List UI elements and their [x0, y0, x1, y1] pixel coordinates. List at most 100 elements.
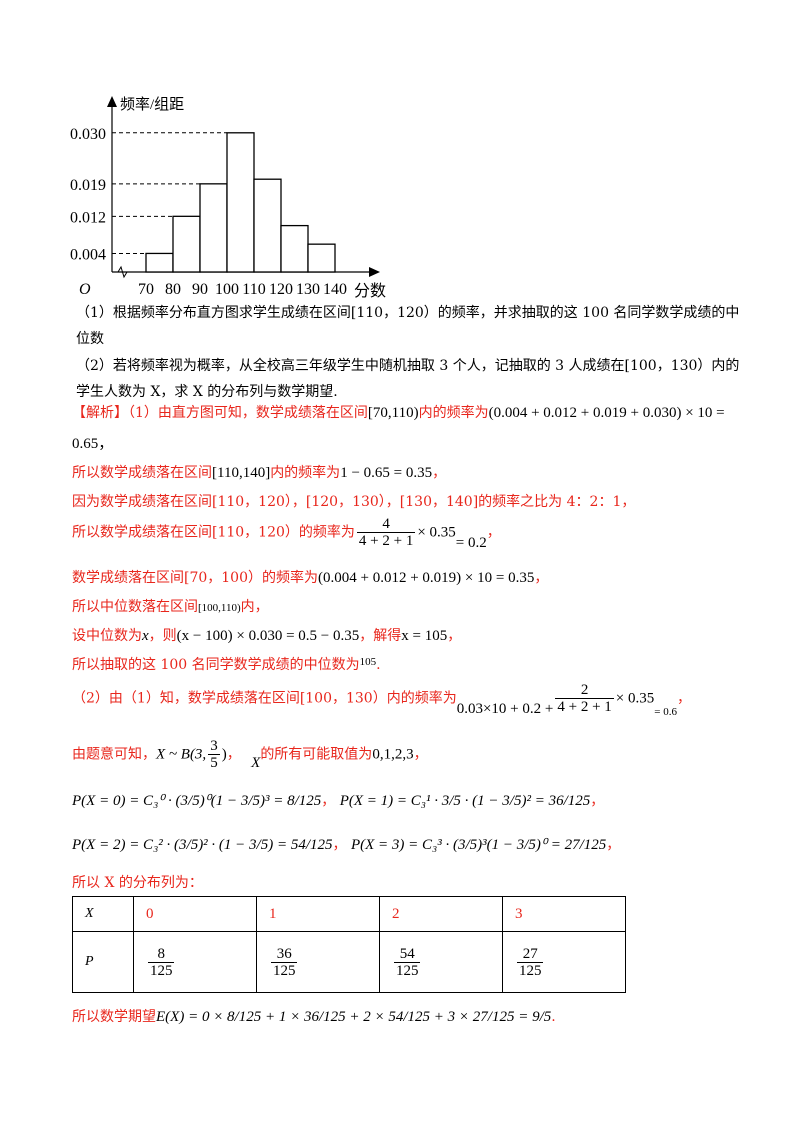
solution-text: ，解得: [359, 628, 402, 644]
y-axis-label: 频率/组距: [120, 96, 184, 113]
math-expr: = 0.6: [654, 705, 677, 718]
solution-line-3: 因为数学成绩落在区间[110，120），[120，130），[130，140]的…: [72, 494, 636, 510]
solution-text: 设中位数为: [72, 628, 142, 644]
solution-text: 的所有可能取值为: [260, 746, 373, 763]
solution-text: 所以数学成绩落在区间[110，120）的频率为: [72, 524, 355, 541]
histogram-bar: [199, 183, 228, 273]
variable: X: [251, 754, 261, 771]
probability-p2: P(X = 2) = C₃² · (3/5)² · (1 − 3/5) = 54…: [72, 837, 333, 853]
solution-line-1: 【解析】（1）由直方图可知，数学成绩落在区间[70,110)内的频率为(0.00…: [72, 402, 725, 424]
table-cell: 36 125: [255, 931, 380, 993]
punct: ，: [676, 690, 691, 707]
distribution-table: X 0 1 2 3 P 8 125 36 125 54 125 27 125: [72, 896, 627, 993]
x-axis-arrow: [369, 267, 380, 277]
solution-line-12: 所以数学期望E(X) = 0 × 8/125 + 1 × 36/125 + 2 …: [72, 1006, 556, 1026]
solution-text: 内的频率为: [418, 405, 489, 421]
x-tick-label: 110: [242, 281, 265, 298]
solution-text: 所以中位数落在区间: [72, 599, 198, 615]
math-expr: × 0.35: [615, 690, 655, 707]
value-set: 0,1,2,3: [372, 746, 414, 763]
table-cell: 1: [255, 896, 380, 932]
solution-text: （2）由（1）知，数学成绩落在区间[100，130）内的频率为: [72, 690, 457, 707]
table-cell: P: [72, 931, 134, 993]
histogram-bar: [253, 178, 282, 273]
table-cell: 3: [501, 896, 627, 932]
x-axis-label: 分数: [354, 282, 386, 300]
solution-text: 【解析】（1）由直方图可知，数学成绩落在区间: [72, 405, 368, 421]
equation: (x − 100) × 0.030 = 0.5 − 0.35: [176, 628, 360, 644]
histogram-bar: [172, 215, 201, 273]
histogram-bar: [226, 132, 255, 273]
probability-p1: P(X = 1) = C₃¹ · 3/5 · (1 − 3/5)² = 36/1…: [339, 793, 591, 809]
punct: ，: [606, 837, 621, 853]
y-axis-arrow: [107, 96, 117, 107]
frequency-expr: (0.004 + 0.012 + 0.019) × 10 = 0.35: [318, 570, 535, 586]
median-value: 105: [359, 656, 377, 668]
table-row: X 0 1 2 3: [72, 896, 627, 932]
table-cell: 0: [132, 896, 257, 932]
punct: ，: [486, 524, 501, 541]
math-expr: = 0.2: [455, 534, 487, 551]
probability-line-2: P(X = 2) = C₃² · (3/5)² · (1 − 3/5) = 54…: [72, 834, 620, 854]
table-cell: 2: [378, 896, 503, 932]
punct: ，: [447, 628, 462, 644]
x-tick-label: 140: [323, 281, 347, 298]
solution-line-6: 所以中位数落在区间[100,110)内，: [72, 596, 269, 616]
x-tick-label: 70: [138, 281, 154, 298]
solution-text: 所以数学期望: [72, 1009, 156, 1025]
question-2-line-1: （2）若将频率视为概率，从全校高三年级学生中随机抽取 3 个人，记抽取的 3 人…: [76, 358, 740, 374]
fraction: 8 125: [147, 945, 175, 979]
fraction: 36 125: [270, 945, 298, 979]
punct: ，: [332, 837, 347, 853]
histogram-bar: [145, 252, 174, 273]
expectation-expr: E(X) = 0 × 8/125 + 1 × 36/125 + 2 × 54/1…: [156, 1009, 552, 1025]
punct: ，: [590, 793, 605, 809]
variable: x: [142, 628, 149, 644]
question-2-line-2: 学生人数为 X，求 X 的分布列与数学期望.: [76, 384, 338, 400]
axis-break-mark: [117, 265, 128, 279]
x-tick-label: 130: [296, 281, 320, 298]
equation: x = 105: [401, 628, 448, 644]
punct: .: [376, 657, 381, 673]
punct: ，: [534, 570, 549, 586]
frequency-expr: 1 − 0.65 = 0.35: [340, 465, 433, 481]
histogram-bar: [307, 243, 336, 273]
table-cell: 8 125: [132, 931, 257, 993]
histogram-bar: [280, 224, 309, 273]
punct: ，: [432, 465, 447, 481]
x-tick-label: 100: [215, 281, 239, 298]
probability-p0: P(X = 0) = C₃⁰ · (3/5)⁰(1 − 3/5)³ = 8/12…: [72, 793, 322, 809]
question-1-line-2: 位数: [76, 331, 104, 347]
question-1-line-1: （1）根据频率分布直方图求学生成绩在区间[110，120）的频率，并求抽取的这 …: [76, 305, 740, 321]
math-expr: ): [221, 746, 227, 763]
solution-text: 数学成绩落在区间[70，100）的频率为: [72, 570, 318, 586]
table-cell: 27 125: [501, 931, 627, 993]
solution-line-2: 所以数学成绩落在区间[110,140]内的频率为1 − 0.65 = 0.35，: [72, 462, 446, 482]
solution-line-1b: 0.65，: [72, 432, 113, 453]
interval-expr: [110,140]: [212, 465, 271, 481]
origin-label: O: [79, 281, 91, 298]
x-tick-label: 90: [192, 281, 208, 298]
table-cell: 54 125: [378, 931, 503, 993]
distribution-expr: X ~ B(3,: [156, 746, 207, 763]
math-expr: × 0.35: [417, 524, 456, 541]
y-tick-label: 0.030: [70, 126, 106, 143]
solution-text: 内，: [240, 599, 269, 615]
solution-text: 由题意可知，: [72, 746, 156, 763]
solution-line-10: 由题意可知，X ~ B(3, 3 5)， X的所有可能取值为0,1,2,3，: [72, 738, 428, 771]
solution-text: 内的频率为: [270, 465, 341, 481]
probability-line-1: P(X = 0) = C₃⁰ · (3/5)⁰(1 − 3/5)³ = 8/12…: [72, 790, 604, 810]
interval-expr: [100,110): [198, 602, 241, 614]
punct: .: [551, 1009, 556, 1025]
y-tick-label: 0.004: [70, 246, 106, 263]
solution-line-8: 所以抽取的这 100 名同学数学成绩的中位数为105.: [72, 654, 381, 674]
solution-text: 所以抽取的这 100 名同学数学成绩的中位数为: [72, 657, 360, 673]
solution-line-11: 所以 X 的分布列为：: [72, 875, 203, 891]
punct: ，: [413, 746, 428, 763]
table-row: P 8 125 36 125 54 125 27 125: [72, 931, 627, 993]
punct: ，: [226, 746, 241, 763]
